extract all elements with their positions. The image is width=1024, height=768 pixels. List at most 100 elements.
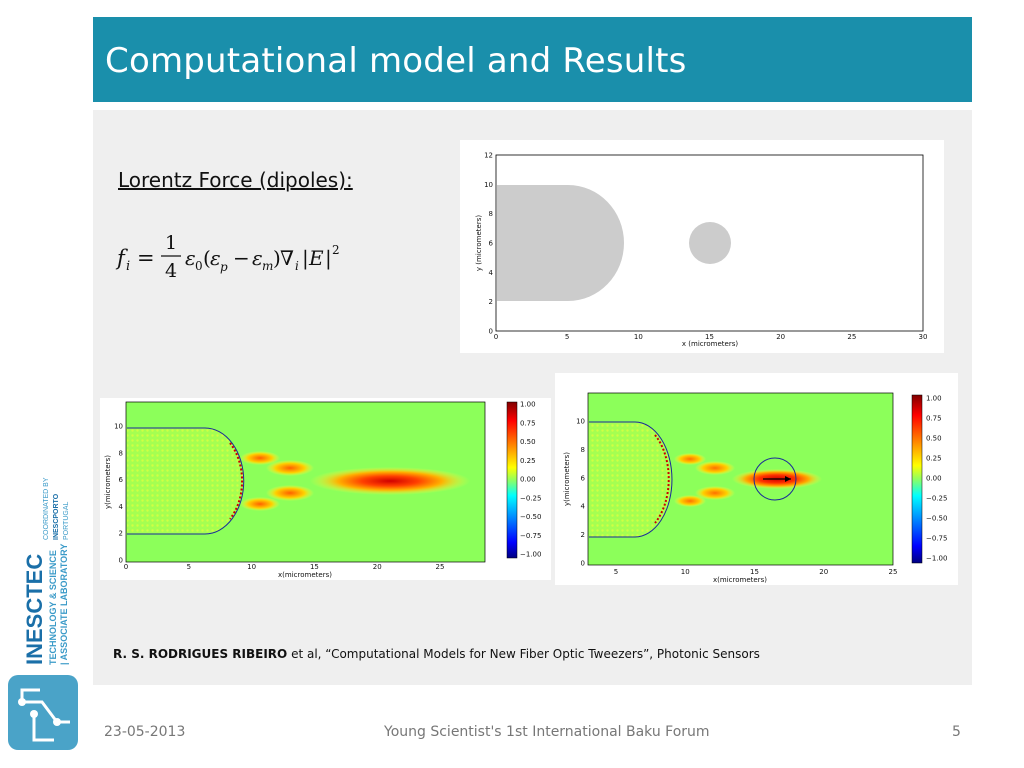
field-right-x-tick-label: 15 — [750, 568, 759, 576]
field-left-colorbar-tick-label: −0.75 — [520, 532, 541, 540]
slide-title: Computational model and Results — [105, 41, 687, 81]
svg-text:f: f — [115, 246, 128, 270]
logo-coord-1: COORDINATED BY — [43, 477, 50, 540]
svg-text:|: | — [325, 246, 332, 271]
svg-text:=: = — [137, 246, 155, 270]
geometry-x-tick-label: 20 — [776, 333, 785, 341]
field-left-y-tick-label: 0 — [119, 557, 123, 565]
logo-coord-3: PORTUGAL — [63, 502, 70, 540]
footer-date: 23-05-2013 — [104, 724, 186, 740]
field-left-xlabel: x(micrometers) — [278, 571, 332, 579]
field-right-x-tick-label: 20 — [819, 568, 828, 576]
geometry-x-tick-label: 10 — [634, 333, 643, 341]
particle-shape — [689, 222, 731, 264]
geometry-x-tick-label: 30 — [919, 333, 928, 341]
geometry-y-tick-label: 8 — [489, 210, 493, 218]
logo-line1: TECHNOLOGY & SCIENCE — [48, 550, 58, 665]
svg-text:ε: ε — [185, 246, 196, 270]
citation: R. S. RODRIGUES RIBEIRO et al, “Computat… — [113, 647, 760, 661]
field-right-colorbar-tick-label: −1.00 — [926, 555, 947, 563]
geometry-figure: 0 5 10 15 20 25 30 12 10 8 6 4 2 0 x (micrometers) y… — [460, 140, 944, 353]
svg-text:m: m — [262, 259, 273, 273]
svg-text:|: | — [302, 246, 309, 271]
svg-text:0: 0 — [195, 259, 203, 273]
field-right-particle-outline — [753, 457, 797, 501]
geometry-ylabel: y (micrometers) — [475, 215, 483, 271]
field-left-x-tick-label: 10 — [247, 563, 256, 571]
field-left-ylabel: y(micrometers) — [104, 455, 112, 509]
field-right-y-tick-label: 6 — [581, 474, 586, 482]
citation-text: et al, “Computational Models for New Fib… — [287, 647, 760, 661]
geometry-x-tick-label: 15 — [705, 333, 714, 341]
field-figure-left: 0 5 10 15 20 25 10 8 6 4 2 0 x(micrometers) y(micr… — [100, 398, 551, 580]
field-left-x-tick-label: 20 — [373, 563, 382, 571]
field-left-colorbar-tick-label: −1.00 — [520, 551, 541, 559]
field-left-y-tick-label: 6 — [119, 476, 124, 484]
field-right-x-tick-label: 10 — [681, 568, 690, 576]
field-left-y-tick-label: 2 — [119, 530, 123, 538]
field-right-y-tick-label: 2 — [581, 531, 585, 539]
geometry-y-tick-label: 12 — [484, 152, 493, 160]
field-left-colorbar-tick-label: 1.00 — [520, 401, 536, 409]
logo-line2: | ASSOCIATE LABORATORY — [59, 544, 69, 665]
page-number: 5 — [952, 724, 961, 740]
logo-wordmark: INESCTEC — [22, 554, 47, 665]
field-left-x-tick-label: 25 — [436, 563, 445, 571]
logo-circuit-icon — [8, 675, 78, 750]
field-right-colorbar-tick-label: −0.50 — [926, 515, 947, 523]
field-right-colorbar-tick-label: 0.25 — [926, 455, 942, 463]
geometry-y-tick-label: 10 — [484, 181, 493, 189]
svg-text:i: i — [295, 259, 299, 273]
lorentz-formula: f i = 1 4 ε 0 ( ε p − ε m ) ∇ i | E | 2 — [115, 232, 340, 282]
field-left-x-tick-label: 0 — [124, 563, 128, 571]
geometry-y-tick-label: 2 — [489, 298, 493, 306]
svg-text:ε: ε — [252, 246, 263, 270]
field-right-x-tick-label: 25 — [889, 568, 898, 576]
section-heading: Lorentz Force (dipoles): — [118, 168, 353, 192]
geometry-y-tick-label: 4 — [489, 269, 494, 277]
svg-text:i: i — [126, 259, 130, 274]
title-bar: Computational model and Results — [93, 17, 972, 102]
svg-text:): ) — [273, 246, 281, 270]
footer-event: Young Scientist's 1st International Baku… — [384, 724, 710, 740]
svg-text:(: ( — [203, 246, 211, 270]
field-right-fiber-outline — [589, 421, 673, 538]
field-right-ylabel: y(micrometers) — [563, 452, 571, 506]
field-left-fiber-outline — [127, 427, 245, 535]
field-figure-right: 5 10 15 20 25 10 8 6 4 2 0 x(micrometers) y(micro… — [555, 373, 958, 585]
field-right-colorbar-tick-label: 1.00 — [926, 395, 942, 403]
inesctec-logo: INESCTEC TECHNOLOGY & SCIENCE | ASSOCIAT… — [8, 477, 78, 750]
field-left-x-tick-label: 15 — [310, 563, 319, 571]
svg-text:4: 4 — [165, 260, 177, 282]
field-right-colorbar-tick-label: 0.00 — [926, 475, 942, 483]
field-left-colorbar-tick-label: −0.50 — [520, 513, 541, 521]
field-right-colorbar-tick-label: −0.75 — [926, 535, 947, 543]
field-left-colorbar-tick-label: −0.25 — [520, 494, 541, 502]
field-right-y-tick-label: 0 — [581, 560, 585, 568]
geometry-y-tick-label: 0 — [489, 328, 493, 336]
field-right-y-tick-label: 4 — [581, 503, 586, 511]
field-left-focus — [310, 467, 470, 495]
svg-text:−: − — [233, 246, 250, 270]
geometry-x-tick-label: 5 — [565, 333, 569, 341]
geometry-y-tick-label: 6 — [489, 240, 494, 248]
field-right-colorbar — [911, 394, 923, 564]
svg-text:2: 2 — [332, 243, 340, 257]
svg-text:∇: ∇ — [280, 246, 294, 270]
field-left-x-tick-label: 5 — [187, 563, 191, 571]
field-right-colorbar-tick-label: 0.50 — [926, 435, 942, 443]
svg-text:ε: ε — [210, 246, 221, 270]
svg-text:E: E — [308, 246, 324, 270]
geometry-x-tick-label: 25 — [847, 333, 856, 341]
field-right-y-tick-label: 10 — [576, 418, 585, 426]
field-left-y-tick-label: 10 — [114, 423, 123, 431]
svg-text:1: 1 — [165, 232, 177, 254]
fiber-tip-shape — [497, 185, 624, 301]
field-right-colorbar-tick-label: −0.25 — [926, 495, 947, 503]
field-left-colorbar-tick-label: 0.25 — [520, 457, 536, 465]
field-left-y-tick-label: 4 — [119, 503, 124, 511]
logo-coord-2: INESCPORTO — [53, 493, 60, 540]
field-left-colorbar-tick-label: 0.50 — [520, 438, 536, 446]
field-right-colorbar-tick-label: 0.75 — [926, 415, 942, 423]
